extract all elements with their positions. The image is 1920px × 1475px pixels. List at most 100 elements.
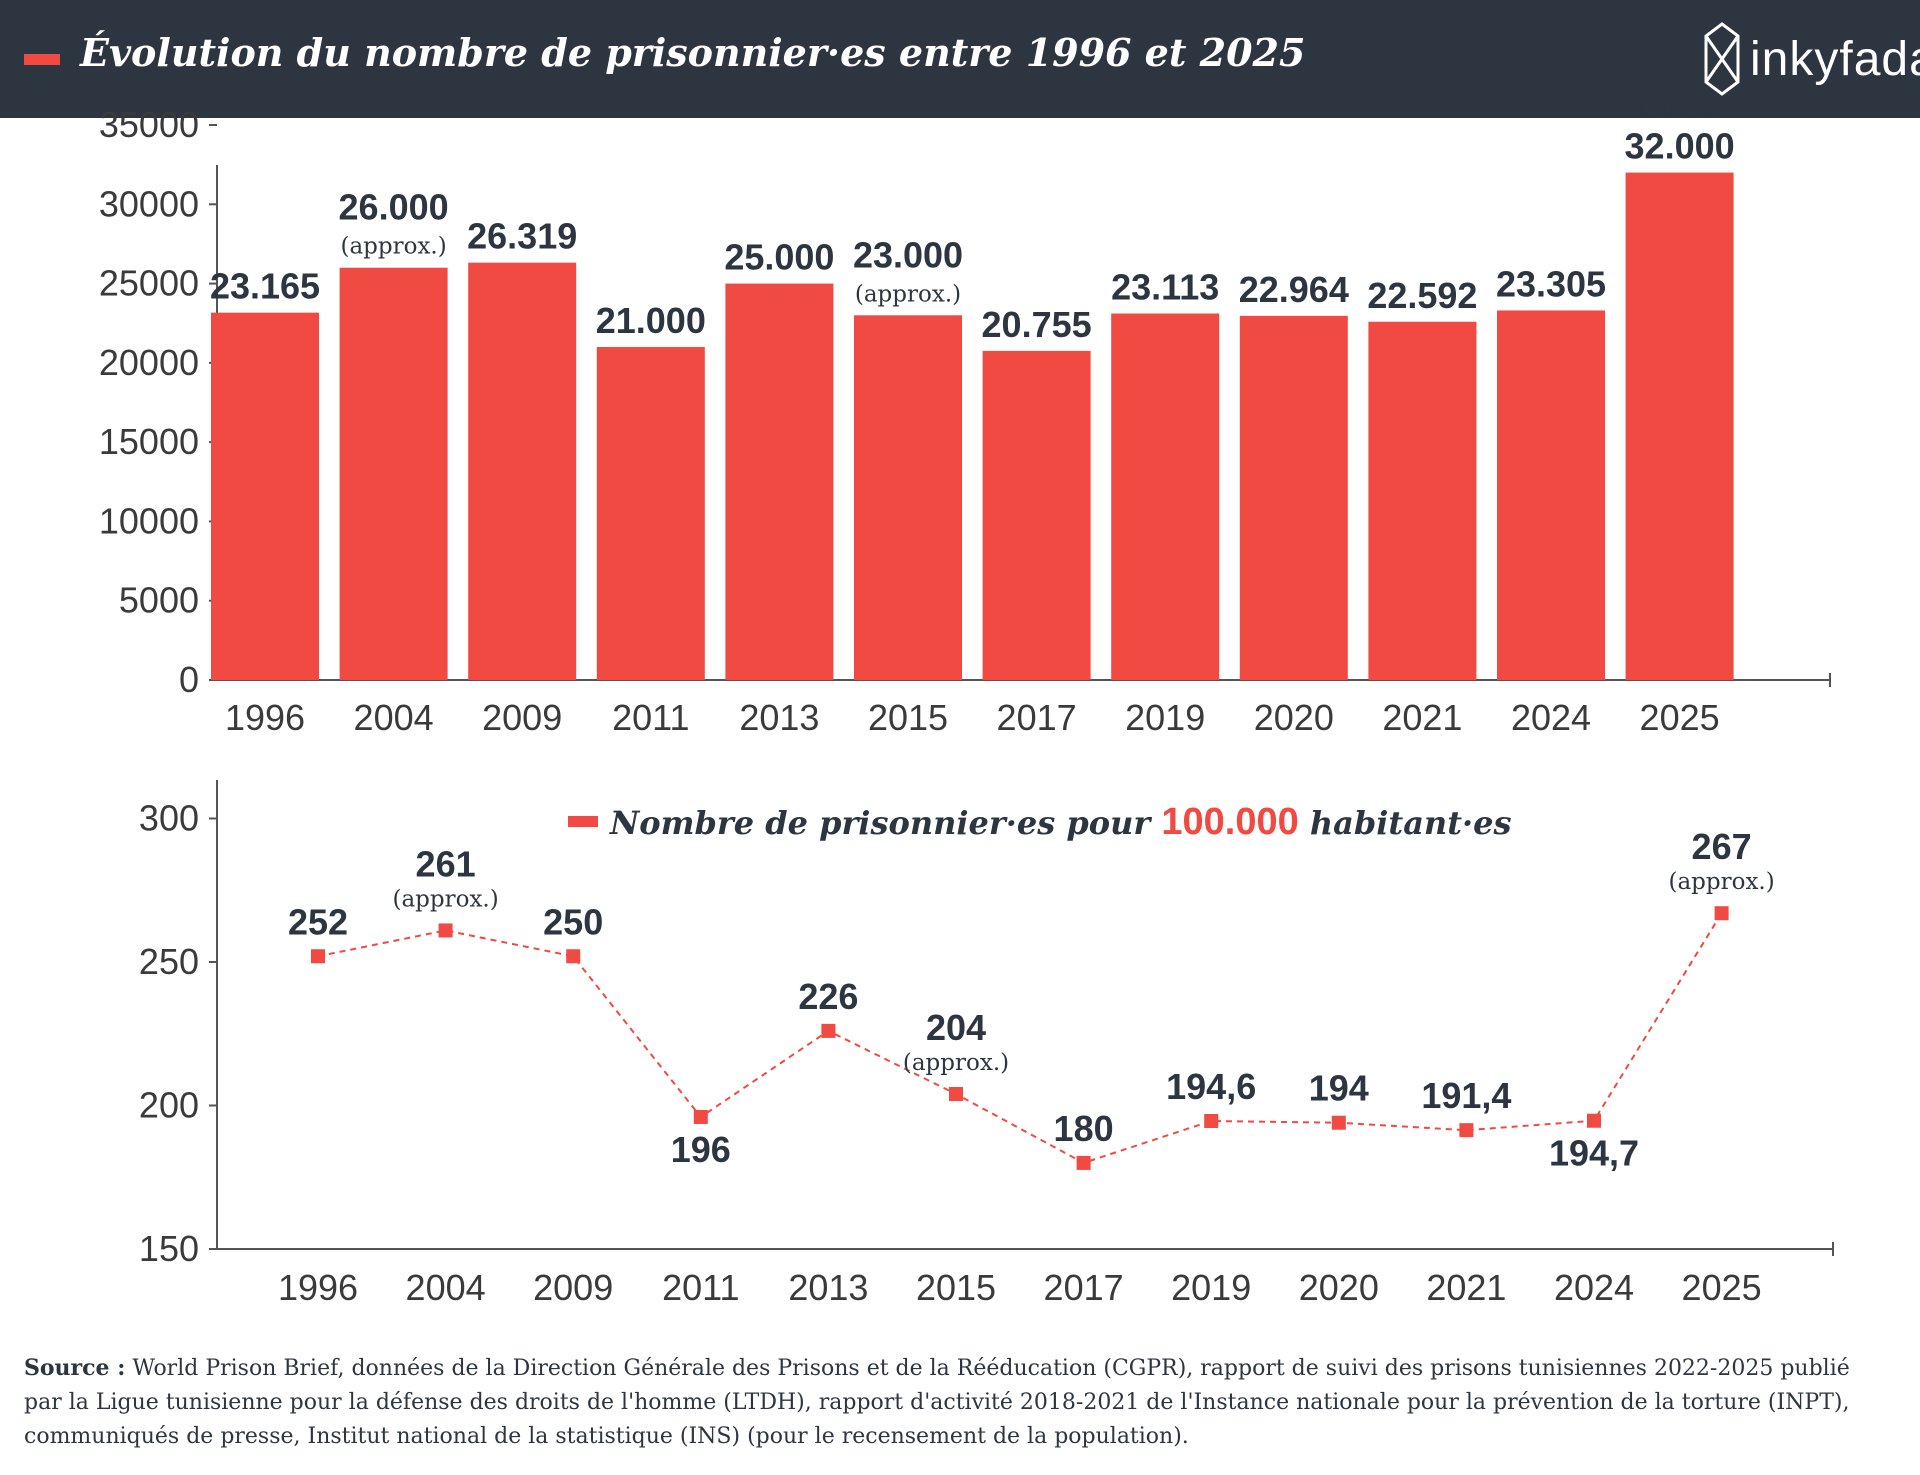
line-value-label: 194 [1309,1068,1369,1109]
bar-y-tick-label: 10000 [99,500,199,541]
line-point-2019 [1204,1113,1219,1128]
line-value-label: 226 [798,976,858,1017]
line-x-tick-label: 1996 [278,1267,358,1308]
logo-mark-icon [1704,22,1740,96]
bar-pre-note: Plus de [1637,95,1722,121]
source-text: World Prison Brief, données de la Direct… [24,1356,1850,1449]
line-x-tick-label: 2017 [1044,1267,1124,1308]
brand-name: inkyfada [1750,33,1920,86]
line-point-2013 [821,1023,836,1038]
bar-y-tick-label: 30000 [99,183,199,224]
line-x-tick-label: 2019 [1171,1267,1251,1308]
bar-x-tick-label: 2020 [1254,697,1334,738]
line-point-2021 [1459,1123,1474,1138]
bar-y-tick-label: 25000 [99,263,199,304]
bar-2019 [1111,313,1220,680]
line-point-2020 [1331,1115,1346,1130]
line-x-tick-label: 2009 [533,1267,613,1308]
bar-y-tick-label: 0 [179,659,199,700]
line-x-tick-label: 2020 [1299,1267,1379,1308]
bar-2020 [1239,315,1348,680]
line-value-label: 194,7 [1549,1133,1639,1174]
bar-x-tick-label: 2021 [1382,697,1462,738]
bar-x-tick-label: 2019 [1125,697,1205,738]
bar-2013 [725,283,834,680]
page-title: Évolution du nombre de prisonnier·es ent… [80,30,1306,75]
bar-note: (approx.) [340,234,446,260]
source-label: Source : [24,1355,126,1381]
line-point-2004 [438,923,453,938]
bar-x-tick-label: 1996 [225,697,305,738]
line-y-tick-label: 150 [139,1228,199,1269]
line-y-tick-label: 200 [139,1085,199,1126]
bar-x-tick-label: 2015 [868,697,948,738]
bar-2009 [468,262,577,680]
line-note: (approx.) [1668,869,1774,895]
bar-value-label: 20.755 [982,304,1092,345]
line-value-label: 196 [671,1129,731,1170]
line-point-2024 [1587,1113,1601,1128]
bar-y-tick-label: 35000 [99,104,199,145]
line-legend-title-part: habitant·es [1299,804,1512,842]
header-bar: Évolution du nombre de prisonnier·es ent… [0,0,1920,118]
bar-2015 [854,315,962,680]
bar-value-label: 23.305 [1496,263,1606,304]
line-value-label: 252 [288,901,348,942]
line-legend-title-part: Nombre de prisonnier·es pour [609,804,1161,842]
bar-x-tick-label: 2017 [997,697,1077,738]
line-x-tick-label: 2011 [662,1267,739,1308]
bar-2024 [1497,310,1605,680]
line-point-1996 [311,949,325,964]
line-x-tick-label: 2015 [916,1267,996,1308]
bar-note: (approx.) [855,281,961,307]
title-dash-marker [24,54,60,65]
line-value-label: 261 [416,843,476,884]
bar-value-label: 21.000 [596,300,706,341]
bar-x-tick-label: 2024 [1511,697,1591,738]
bar-value-label: 22.592 [1367,275,1477,316]
bar-y-tick-label: 5000 [119,580,199,621]
line-x-tick-label: 2013 [788,1267,868,1308]
line-value-label: 250 [543,901,603,942]
line-value-label: 204 [926,1007,986,1048]
bar-x-tick-label: 2004 [354,697,434,738]
bar-2011 [596,347,705,680]
bar-2021 [1368,321,1477,680]
line-legend-title: Nombre de prisonnier·es pour 100.000 hab… [609,801,1511,843]
line-x-tick-label: 2025 [1682,1267,1762,1308]
line-y-tick-label: 250 [139,941,199,982]
bar-x-tick-label: 2013 [739,697,819,738]
line-note: (approx.) [903,1050,1009,1076]
bar-y-tick-label: 15000 [99,421,199,462]
bar-x-tick-label: 2025 [1640,697,1720,738]
line-x-tick-label: 2004 [406,1267,486,1308]
bar-value-label: 23.000 [853,234,963,275]
line-chart: 150 200 250 300 Nombre de prisonnier·es pour… [139,780,1834,1308]
bar-2004 [339,267,448,680]
bar-2025 [1625,172,1734,681]
line-value-label: 194,6 [1166,1066,1256,1107]
line-note: (approx.) [392,886,498,912]
line-point-2011 [693,1109,708,1124]
line-point-2009 [566,949,581,964]
bar-value-label: 22.964 [1239,269,1349,310]
bar-value-label: 25.000 [724,237,834,278]
line-y-tick-label: 300 [139,798,199,839]
line-legend-title-part: 100.000 [1161,801,1298,843]
line-legend-marker [568,816,598,827]
bar-2017 [982,350,1091,680]
brand-logo: inkyfada [1700,20,1920,100]
bar-value-label: 26.319 [467,216,577,257]
line-value-label: 267 [1692,826,1752,867]
bar-chart: 0 5000 10000 15000 20000 25000 30000 35000 1996 2… [99,95,1831,738]
line-value-label: 180 [1054,1108,1114,1149]
line-x-tick-label: 2021 [1426,1267,1506,1308]
line-value-label: 191,4 [1421,1075,1511,1116]
line-point-2017 [1076,1155,1091,1170]
bar-value-label: 26.000 [339,187,449,228]
line-point-2015 [949,1087,963,1102]
bar-value-label: 23.165 [210,266,320,307]
bar-y-tick-label: 20000 [99,342,199,383]
line-series-path [317,912,1723,1164]
bar-value-label: 32.000 [1625,126,1735,167]
